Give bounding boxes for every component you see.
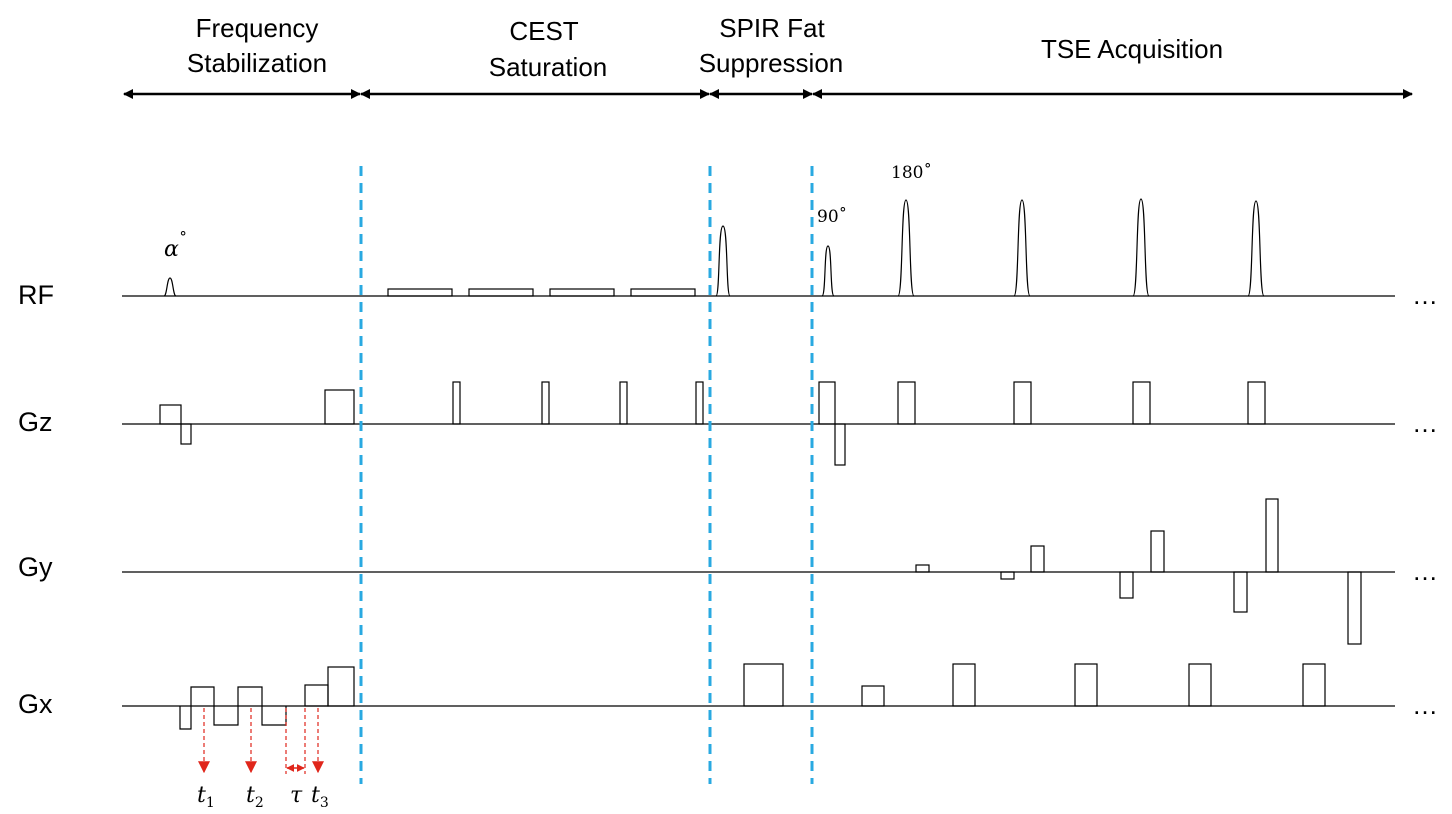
gx-tse-prephase [861, 685, 885, 707]
rf-cest-saturation-pulse-4 [630, 288, 696, 297]
gx-freq-readout-3 [304, 684, 329, 707]
gy-phase-encode-2 [1030, 545, 1045, 573]
gy-phase-rewind-4 [1347, 571, 1362, 645]
gz-tse-crusher-2 [1013, 381, 1032, 425]
phase-headers: Frequency Stabilization CEST Saturation … [187, 13, 1223, 82]
gy-phase-encode-4 [1265, 498, 1279, 573]
baselines [122, 295, 1395, 707]
gz-tse-crusher-3 [1132, 381, 1151, 425]
rf-cest-saturation-pulse-1 [387, 288, 453, 297]
rf-alpha-pulse [163, 277, 177, 297]
phase-title-frequency-stabilization-line1: Frequency [196, 13, 319, 43]
gy-gradients [915, 498, 1362, 645]
phase-separators [359, 166, 814, 784]
phase-title-cest-saturation-line1: CEST [509, 16, 578, 46]
phase-title-frequency-stabilization-line2: Stabilization [187, 48, 327, 78]
gx-tse-readout-2 [1074, 663, 1098, 707]
gy-phase-encode-1 [915, 564, 930, 573]
rf-alpha-label: α˚ [164, 231, 187, 262]
timing-markers [198, 708, 324, 774]
ellipsis-gy: … [1412, 556, 1438, 586]
gx-tse-readout-1 [952, 663, 976, 707]
gz-freq-rephase-lobe [180, 423, 192, 445]
gz-cest-spoiler-2 [541, 381, 550, 425]
row-label-rf: RF [18, 280, 54, 310]
rf-180-refocus-pulse-1 [897, 199, 915, 297]
gx-freq-stabilization-waveform [179, 686, 287, 730]
gy-phase-encode-3 [1150, 530, 1165, 573]
ellipsis-gx: … [1412, 690, 1438, 720]
phase-title-spir-line2: Suppression [699, 48, 844, 78]
timing-labels: t1 t2 τ t3 [197, 783, 329, 811]
gz-freq-spoiler [324, 389, 355, 425]
rf-cest-saturation-pulse-3 [549, 288, 615, 297]
gz-tse-crusher-4 [1247, 381, 1266, 425]
phase-title-tse-acquisition: TSE Acquisition [1041, 34, 1223, 64]
timing-label-tau: τ [290, 783, 303, 808]
gz-freq-slice-lobe [159, 404, 182, 425]
gx-gradients [179, 663, 1326, 730]
gz-cest-spoiler-3 [619, 381, 628, 425]
gy-phase-rewind-3 [1233, 571, 1248, 613]
ellipsis-gz: … [1412, 408, 1438, 438]
ellipses: … … … … [1412, 280, 1438, 720]
gy-phase-rewind-1 [1000, 571, 1015, 580]
ellipsis-rf: … [1412, 280, 1438, 310]
rf-180-refocus-pulse-2 [1013, 199, 1031, 297]
gz-cest-spoiler-4 [695, 381, 704, 425]
rf-180-label: 180˚ [891, 163, 932, 183]
timing-label-t3: t3 [311, 783, 329, 811]
row-label-gz: Gz [18, 407, 53, 437]
rf-90-excitation-pulse [821, 245, 835, 297]
rf-cest-saturation-pulse-2 [468, 288, 534, 297]
rf-labels: α˚ 90˚ 180˚ [164, 163, 932, 262]
gz-tse-slice-select [818, 381, 836, 425]
gx-tse-readout-3 [1188, 663, 1212, 707]
gx-freq-spoiler [327, 666, 355, 707]
phase-title-spir-line1: SPIR Fat [719, 13, 825, 43]
timing-label-t2: t2 [246, 783, 264, 811]
gz-gradients [159, 381, 1266, 466]
gy-phase-rewind-2 [1119, 571, 1134, 599]
rf-90-label: 90˚ [817, 207, 847, 227]
gz-cest-spoiler-1 [452, 381, 461, 425]
phase-title-cest-saturation-line2: Saturation [489, 52, 608, 82]
gz-tse-crusher-1 [897, 381, 916, 425]
row-label-gx: Gx [18, 689, 53, 719]
rf-pulses [163, 198, 1265, 297]
gx-spir-spoiler [743, 663, 784, 707]
row-label-gy: Gy [18, 552, 53, 582]
rf-spir-pulse [715, 225, 731, 297]
gz-tse-rephase [834, 423, 846, 466]
rf-180-refocus-pulse-4 [1247, 200, 1265, 297]
rf-180-refocus-pulse-3 [1132, 198, 1150, 297]
gx-tse-readout-4 [1302, 663, 1326, 707]
row-labels: RF Gz Gy Gx [18, 280, 54, 719]
timing-label-t1: t1 [197, 783, 215, 811]
